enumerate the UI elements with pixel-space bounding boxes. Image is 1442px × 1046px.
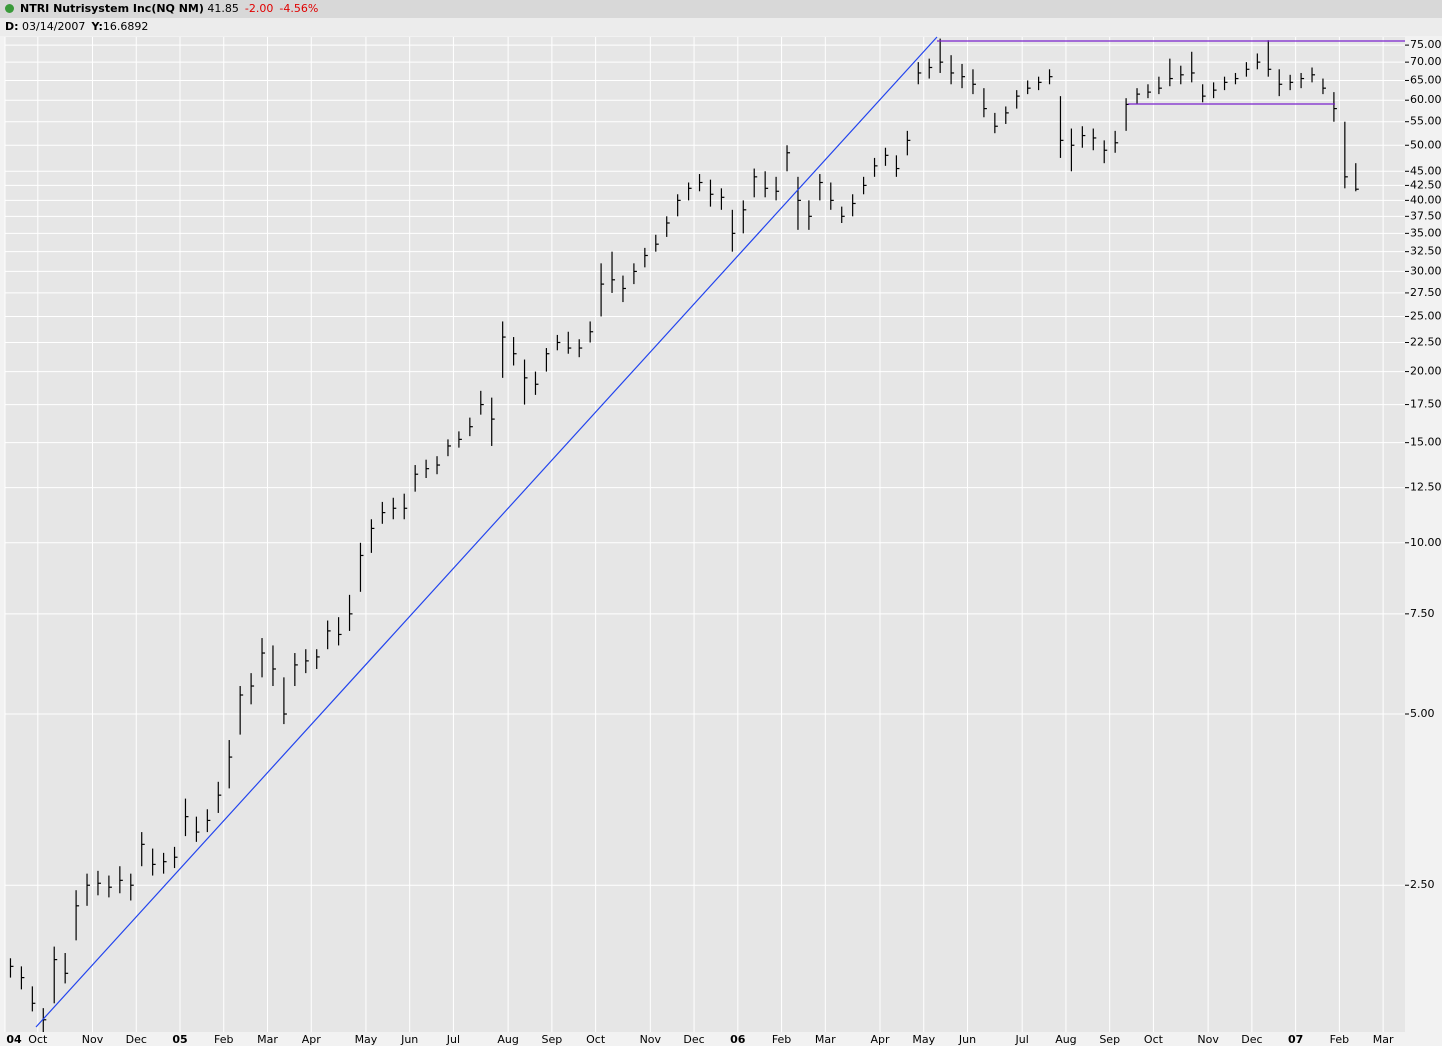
x-tick-label: Nov [640,1033,662,1046]
y-tick-label: 65.00 [1410,73,1442,86]
x-tick-label: Feb [1330,1033,1349,1046]
x-tick-label: Nov [1197,1033,1219,1046]
x-tick-label: Jul [446,1033,460,1046]
last-price: 41.85 [207,2,239,15]
y-tick-label: 37.50 [1410,209,1442,222]
x-tick-label: May [912,1033,935,1046]
x-tick-label: Dec [1241,1033,1262,1046]
quote-bar: NTRI Nutrisystem Inc(NQ NM) 41.85 -2.00 -4… [0,0,1442,18]
y-tick-label: 10.00 [1410,536,1442,549]
x-tick-label: Mar [1373,1033,1394,1046]
y-tick-label: 45.00 [1410,164,1442,177]
y-tick-label: 12.50 [1410,481,1442,494]
x-tick-label: 05 [172,1033,187,1046]
x-tick-label: Sep [1099,1033,1120,1046]
trend-line [35,36,938,1028]
y-tick-label: 7.50 [1410,607,1435,620]
y-tick-label: 50.00 [1410,138,1442,151]
x-tick-label: Nov [82,1033,104,1046]
x-tick-label: 06 [730,1033,746,1046]
x-tick-label: Aug [1055,1033,1076,1046]
x-tick-label: Dec [126,1033,147,1046]
x-tick-label: Jun [958,1033,976,1046]
y-label: Y: [91,20,103,33]
y-tick-label: 75.00 [1410,38,1442,51]
x-tick-label: Oct [586,1033,606,1046]
x-tick-label: Oct [28,1033,48,1046]
x-tick-label: Jul [1015,1033,1029,1046]
y-tick-label: 42.50 [1410,178,1442,191]
y-tick-label: 15.00 [1410,436,1442,449]
x-tick-label: 07 [1288,1033,1303,1046]
x-tick-label: Dec [683,1033,704,1046]
y-tick-label: 70.00 [1410,55,1442,68]
y-tick-label: 35.00 [1410,226,1442,239]
y-tick-label: 25.00 [1410,309,1442,322]
y-tick-label: 60.00 [1410,93,1442,106]
status-icon [5,4,14,13]
change: -2.00 [244,2,274,15]
x-tick-label: Oct [1144,1033,1164,1046]
y-tick-label: 32.50 [1410,245,1442,258]
y-tick-label: 20.00 [1410,365,1442,378]
y-tick-label: 30.00 [1410,264,1442,277]
y-tick-label: 22.50 [1410,335,1442,348]
y-tick-label: 27.50 [1410,286,1442,299]
cursor-bar: D: 03/14/2007 Y:16.6892 [0,18,1442,36]
x-tick-label: 04 [6,1033,22,1046]
y-tick-label: 2.50 [1410,878,1435,891]
y-tick-label: 55.00 [1410,115,1442,128]
x-tick-label: Aug [497,1033,518,1046]
y-tick-label: 40.00 [1410,193,1442,206]
x-tick-label: Apr [870,1033,890,1046]
x-tick-label: Feb [772,1033,791,1046]
date-label: D: [5,20,19,33]
change-pct: -4.56% [279,2,319,15]
x-tick-label: Jun [400,1033,418,1046]
x-tick-label: Sep [542,1033,563,1046]
y-tick-label: 17.50 [1410,398,1442,411]
x-tick-label: Mar [257,1033,278,1046]
y-tick-label: 5.00 [1410,707,1435,720]
x-tick-label: Mar [815,1033,836,1046]
x-tick-label: Apr [302,1033,322,1046]
x-tick-label: May [355,1033,378,1046]
plot-area [5,37,1405,1032]
date: 03/14/2007 [22,20,86,33]
y-value: 16.6892 [102,20,149,33]
x-tick-label: Feb [214,1033,233,1046]
symbol-name: NTRI Nutrisystem Inc(NQ NM) [20,2,204,15]
